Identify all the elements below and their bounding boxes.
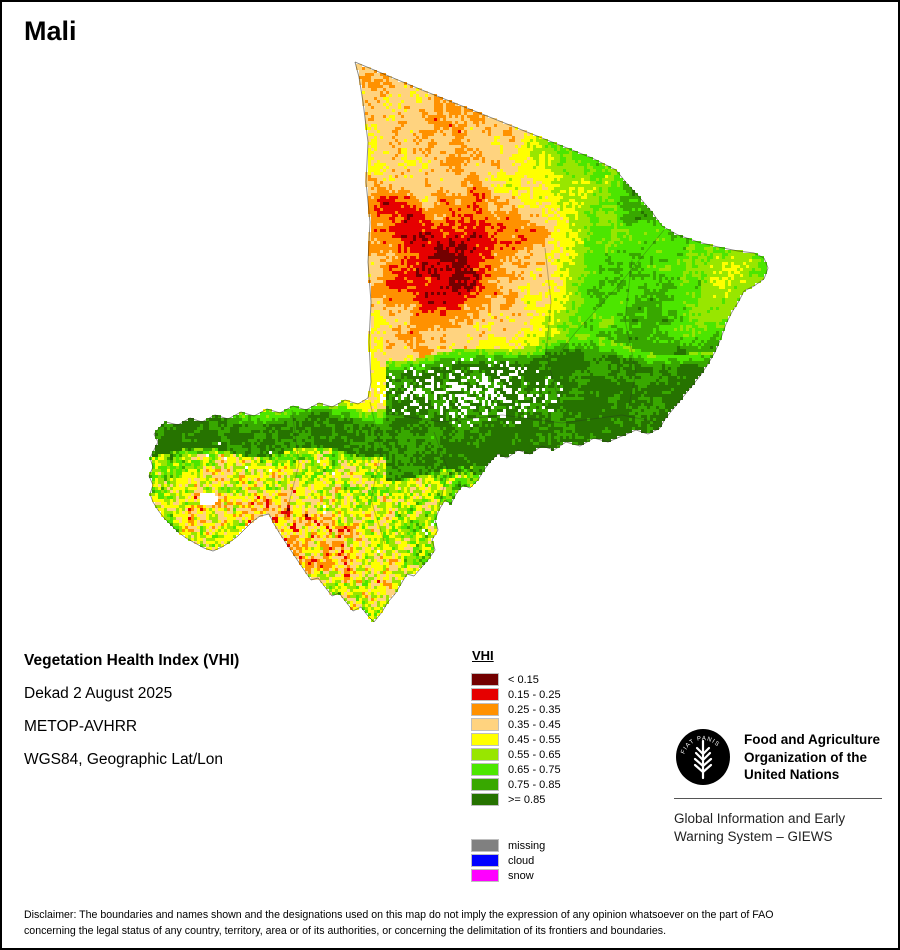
- legend-row: >= 0.85: [471, 792, 561, 807]
- legend-swatch: [471, 673, 499, 686]
- legend-row: 0.35 - 0.45: [471, 717, 561, 732]
- map-info-block: Vegetation Health Index (VHI) Dekad 2 Au…: [24, 652, 239, 784]
- legend-label: < 0.15: [508, 673, 539, 686]
- legend-header: VHI: [472, 648, 494, 663]
- legend-swatch: [471, 748, 499, 761]
- legend-row: 0.55 - 0.65: [471, 747, 561, 762]
- legend-label: 0.55 - 0.65: [508, 748, 561, 761]
- mali-vhi-map-canvas: [122, 46, 782, 646]
- legend-swatch: [471, 688, 499, 701]
- wheat-ear-icon: [693, 746, 713, 774]
- legend-row: snow: [471, 868, 561, 883]
- legend-label: >= 0.85: [508, 793, 546, 806]
- legend-swatch: [471, 854, 499, 867]
- legend-swatch: [471, 703, 499, 716]
- fao-name-line: Food and Agriculture: [744, 732, 880, 747]
- giews-line: Global Information and Early: [674, 811, 846, 826]
- legend-extra-list: missing cloud snow: [471, 838, 561, 883]
- fao-divider: [674, 798, 882, 799]
- legend-row: 0.25 - 0.35: [471, 702, 561, 717]
- map-info-dekad: Dekad 2 August 2025: [24, 685, 173, 702]
- legend-row: 0.65 - 0.75: [471, 762, 561, 777]
- map-info-index-name: Vegetation Health Index (VHI): [24, 652, 240, 669]
- legend-swatch: [471, 869, 499, 882]
- disclaimer: Disclaimer: The boundaries and names sho…: [24, 908, 880, 939]
- giews-line: Warning System – GIEWS: [674, 828, 833, 844]
- legend-row: 0.15 - 0.25: [471, 687, 561, 702]
- legend-label: snow: [508, 869, 534, 882]
- legend-label: 0.45 - 0.55: [508, 733, 561, 746]
- disclaimer-line: Disclaimer: The boundaries and names sho…: [24, 909, 774, 921]
- legend-swatch: [471, 763, 499, 776]
- page-title: Mali: [24, 16, 77, 46]
- fao-name-line: Organization of the: [744, 749, 867, 765]
- legend-swatch: [471, 839, 499, 852]
- legend-row: 0.45 - 0.55: [471, 732, 561, 747]
- legend-label: 0.15 - 0.25: [508, 688, 561, 701]
- legend: VHI < 0.15 0.15 - 0.25 0.25 - 0.35 0.35 - 0…: [471, 648, 561, 883]
- giews-text: Global Information and Early Warning Sys…: [674, 810, 886, 845]
- legend-row: 0.75 - 0.85: [471, 777, 561, 792]
- fao-name: Food and Agriculture Organization of the…: [744, 728, 880, 784]
- map-info-sensor: METOP-AVHRR: [24, 718, 138, 735]
- legend-row: missing: [471, 838, 561, 853]
- legend-swatch: [471, 733, 499, 746]
- disclaimer-line: concerning the legal status of any count…: [24, 924, 667, 937]
- legend-class-list: < 0.15 0.15 - 0.25 0.25 - 0.35 0.35 - 0.45 0…: [471, 672, 561, 807]
- fao-name-line: United Nations: [744, 767, 840, 782]
- legend-label: 0.25 - 0.35: [508, 703, 561, 716]
- fao-block: FIAT PANIS Food and Agriculture Organiza…: [674, 728, 886, 845]
- legend-swatch: [471, 778, 499, 791]
- legend-swatch: [471, 793, 499, 806]
- fao-logo: FIAT PANIS: [676, 729, 730, 785]
- legend-label: 0.75 - 0.85: [508, 778, 561, 791]
- legend-label: 0.65 - 0.75: [508, 763, 561, 776]
- legend-label: missing: [508, 839, 546, 852]
- legend-row: < 0.15: [471, 672, 561, 687]
- legend-label: 0.35 - 0.45: [508, 718, 561, 731]
- legend-row: cloud: [471, 853, 561, 868]
- map-info-projection: WGS84, Geographic Lat/Lon: [24, 751, 224, 768]
- legend-swatch: [471, 718, 499, 731]
- legend-label: cloud: [508, 854, 535, 867]
